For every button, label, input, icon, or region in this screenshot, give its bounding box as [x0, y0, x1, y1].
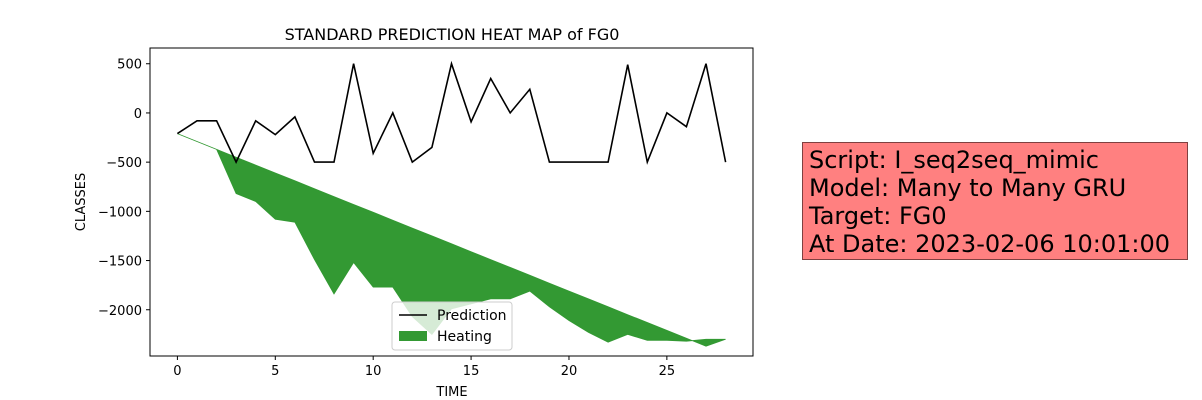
legend: Prediction Heating [391, 301, 513, 351]
y-tick-label: 0 [134, 107, 142, 122]
x-tick-label: 5 [271, 364, 279, 379]
x-axis: 0 5 10 15 20 25 [173, 356, 675, 379]
y-axis-label: CLASSES [74, 173, 89, 231]
y-tick-label: −2000 [98, 304, 142, 319]
info-model: Model: Many to Many GRU [809, 174, 1127, 202]
prediction-line [176, 60, 727, 165]
x-tick-label: 25 [659, 364, 676, 379]
x-tick-label: 20 [561, 364, 578, 379]
y-tick-label: −1500 [98, 255, 142, 270]
info-script: Script: I_seq2seq_mimic [809, 146, 1099, 174]
info-date: At Date: 2023-02-06 10:01:00 [809, 230, 1171, 258]
y-tick-label: −1000 [98, 205, 142, 220]
x-tick-label: 15 [463, 364, 480, 379]
y-tick-label: −500 [106, 156, 142, 171]
x-tick-label: 0 [173, 364, 181, 379]
x-tick-label: 10 [365, 364, 382, 379]
plot-frame [149, 47, 754, 357]
chart: STANDARD PREDICTION HEAT MAP of FG0 0 5 10… [74, 25, 754, 400]
y-axis: 500 0 −500 −1000 −1500 −2000 [98, 58, 150, 319]
legend-heating-swatch [399, 331, 427, 341]
x-axis-label: TIME [435, 385, 467, 400]
y-tick-label: 500 [117, 58, 142, 73]
legend-heating-label: Heating [437, 329, 492, 345]
chart-title: STANDARD PREDICTION HEAT MAP of FG0 [285, 25, 620, 44]
legend-prediction-label: Prediction [437, 308, 507, 324]
info-target: Target: FG0 [809, 202, 947, 230]
info-box: Script: I_seq2seq_mimic Model: Many to M… [802, 142, 1188, 260]
